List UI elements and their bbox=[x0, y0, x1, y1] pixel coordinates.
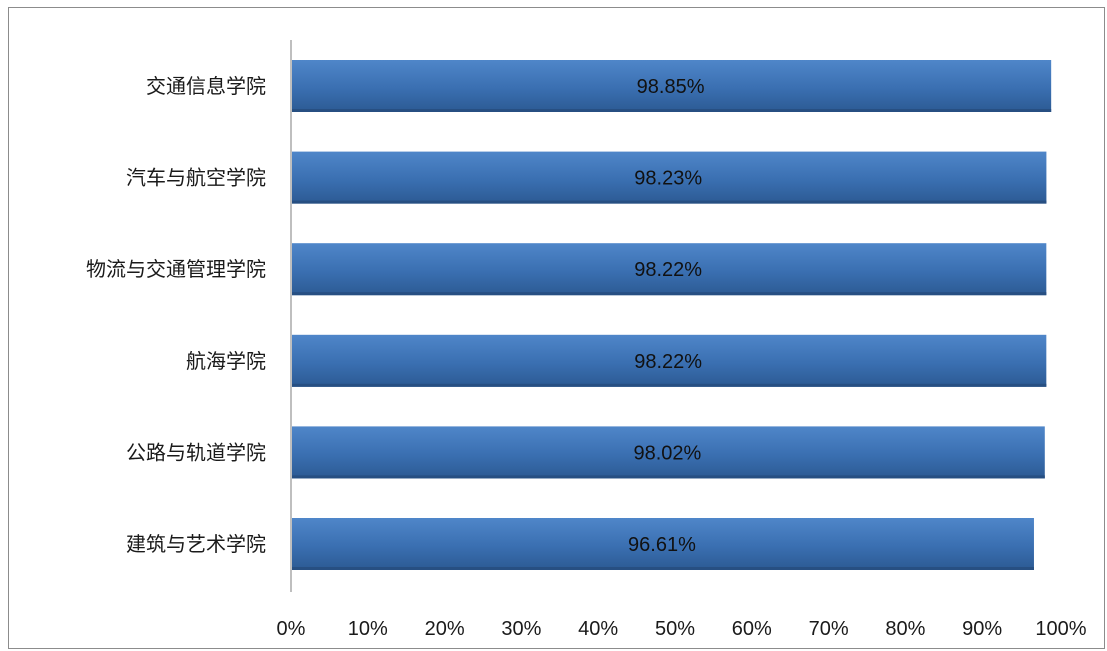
x-tick-label-5: 50% bbox=[655, 618, 695, 640]
bar-5 bbox=[292, 518, 1034, 570]
bar-2 bbox=[292, 243, 1047, 296]
x-tick-label-4: 40% bbox=[578, 618, 618, 640]
data-label-0: 98.85% bbox=[637, 76, 705, 98]
data-label-2: 98.22% bbox=[634, 259, 702, 281]
bar-0 bbox=[292, 60, 1052, 112]
bar-shadow-5 bbox=[292, 567, 1034, 570]
labels-layer: 98.85% 交通信息学院 98.23% 汽车与航空学院 98.22% 物流与交通管理学院… bbox=[86, 74, 1087, 640]
data-label-1: 98.23% bbox=[634, 168, 702, 190]
bar-shadow-4 bbox=[292, 475, 1045, 479]
x-tick-label-6: 60% bbox=[732, 618, 772, 640]
data-label-5: 96.61% bbox=[628, 534, 696, 556]
bar-shadow-2 bbox=[292, 292, 1047, 296]
category-label-4: 公路与轨道学院 bbox=[126, 440, 266, 464]
x-tick-label-7: 70% bbox=[809, 618, 849, 640]
category-label-5: 建筑与艺术学院 bbox=[126, 532, 266, 556]
x-tick-label-0: 0% bbox=[277, 618, 306, 640]
x-tick-label-8: 80% bbox=[885, 618, 925, 640]
data-label-3: 98.22% bbox=[634, 351, 702, 373]
bars-layer bbox=[292, 60, 1052, 570]
bar-3 bbox=[292, 334, 1047, 387]
category-label-2: 物流与交通管理学院 bbox=[86, 257, 266, 281]
category-label-0: 交通信息学院 bbox=[146, 74, 266, 98]
data-label-4: 98.02% bbox=[633, 442, 701, 464]
bar-4 bbox=[292, 426, 1045, 479]
x-tick-label-9: 90% bbox=[962, 618, 1002, 640]
category-label-3: 航海学院 bbox=[186, 349, 266, 373]
bar-shadow-0 bbox=[292, 109, 1052, 112]
x-tick-label-2: 20% bbox=[425, 618, 465, 640]
x-tick-label-10: 100% bbox=[1035, 618, 1086, 640]
x-tick-label-3: 30% bbox=[501, 618, 541, 640]
bar-shadow-3 bbox=[292, 383, 1047, 387]
category-label-1: 汽车与航空学院 bbox=[126, 166, 266, 190]
x-tick-label-1: 10% bbox=[348, 618, 388, 640]
bar-1 bbox=[292, 151, 1047, 204]
bar-shadow-1 bbox=[292, 200, 1047, 204]
